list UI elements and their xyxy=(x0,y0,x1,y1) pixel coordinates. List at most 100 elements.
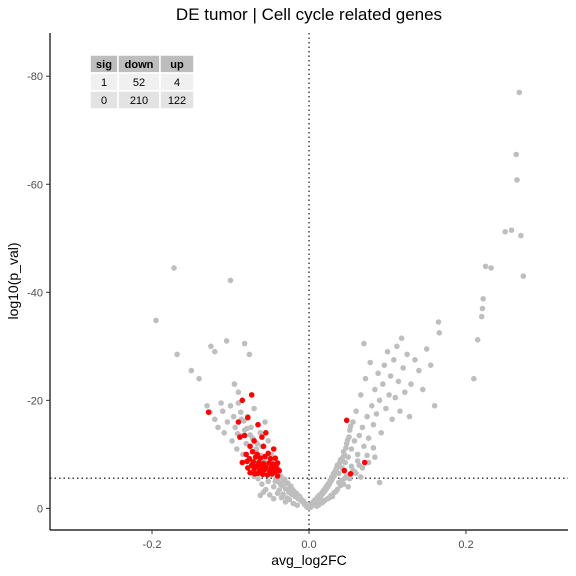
significant-gene-point xyxy=(259,434,265,440)
y-tick-label: 0 xyxy=(37,503,43,515)
gene-point xyxy=(224,419,231,425)
y-ticks: 0 -20 -40 -60 -80 xyxy=(27,71,50,515)
significant-gene-point xyxy=(257,455,264,462)
gene-point xyxy=(227,277,234,284)
chart-title: DE tumor | Cell cycle related genes xyxy=(176,5,442,24)
gene-point xyxy=(416,367,422,374)
gene-point xyxy=(280,491,286,498)
significant-gene-point xyxy=(244,458,250,465)
gene-point xyxy=(336,479,342,486)
gene-point xyxy=(474,337,481,343)
gene-point xyxy=(354,458,361,464)
significant-gene-point xyxy=(264,472,271,478)
gene-point xyxy=(479,305,486,312)
significant-gene-point xyxy=(276,467,283,474)
gene-point xyxy=(348,463,355,470)
table-row-cell: 1 xyxy=(101,77,107,89)
gene-point xyxy=(516,89,523,96)
gene-point xyxy=(364,452,370,459)
gene-point xyxy=(397,408,403,415)
gene-point xyxy=(387,373,394,379)
significant-gene-point xyxy=(245,465,251,471)
gene-point xyxy=(365,459,372,466)
significant-gene-point xyxy=(237,434,243,440)
gene-point xyxy=(478,313,485,320)
significant-gene-point xyxy=(347,471,354,477)
significance-count-table: sig down up 1 52 4 0 210 122 xyxy=(89,54,195,110)
significant-gene-point xyxy=(267,455,274,462)
gene-point xyxy=(229,438,235,444)
significant-gene-point xyxy=(252,454,259,460)
gene-point xyxy=(255,475,261,482)
y-tick-label: -60 xyxy=(27,179,43,191)
significant-gene-point xyxy=(261,467,268,473)
gene-point xyxy=(244,425,250,432)
gene-point xyxy=(381,362,388,369)
gene-point xyxy=(221,430,227,436)
gene-point xyxy=(356,462,363,469)
gene-point xyxy=(354,451,361,458)
gene-point xyxy=(361,443,367,450)
gene-point xyxy=(262,419,268,425)
gene-point xyxy=(215,424,221,431)
table-row-cell-bg xyxy=(159,90,195,110)
gene-point xyxy=(277,481,284,488)
significant-gene-point xyxy=(343,417,350,424)
gene-point xyxy=(420,386,426,393)
gene-point xyxy=(259,481,265,487)
y-tick-label: -20 xyxy=(27,395,43,407)
significant-gene-point xyxy=(341,467,348,474)
gene-point xyxy=(251,405,257,412)
gene-point xyxy=(394,343,400,350)
x-tick-label: 0.2 xyxy=(458,539,473,551)
significant-gene-point xyxy=(361,459,368,466)
gene-point xyxy=(230,413,237,420)
gene-point xyxy=(480,296,487,302)
gene-point xyxy=(171,265,177,271)
significant-gene-point xyxy=(249,448,256,455)
table-header-cell: down xyxy=(125,59,154,71)
gene-point xyxy=(329,493,336,500)
gene-point xyxy=(358,474,364,480)
gene-point xyxy=(370,445,377,451)
gene-point xyxy=(518,232,524,239)
gene-point xyxy=(400,365,407,371)
gene-point xyxy=(270,484,277,490)
gene-point xyxy=(276,487,283,493)
gene-point xyxy=(342,475,348,481)
significant-gene-point xyxy=(252,471,258,477)
gene-point xyxy=(404,351,410,358)
gene-point xyxy=(392,394,399,401)
table-row-cell: 122 xyxy=(168,95,186,107)
gene-point xyxy=(513,151,519,158)
gene-point xyxy=(346,434,352,440)
gene-point xyxy=(272,478,279,485)
significant-gene-point xyxy=(272,455,279,462)
gene-point xyxy=(423,346,430,352)
gene-point xyxy=(427,362,434,369)
gene-point xyxy=(383,405,389,412)
gene-point xyxy=(208,343,214,350)
gene-point xyxy=(380,381,386,387)
gene-point xyxy=(345,484,352,490)
gene-point xyxy=(372,386,378,393)
gene-point xyxy=(436,330,443,336)
y-axis-title: log10(p_val) xyxy=(5,242,21,319)
gene-point xyxy=(520,273,527,279)
gene-point xyxy=(267,492,273,498)
y-tick-label: -40 xyxy=(27,287,43,299)
gene-point xyxy=(384,348,391,355)
gene-point xyxy=(241,418,247,424)
gene-point xyxy=(174,351,180,358)
reference-lines xyxy=(50,33,568,530)
gene-point xyxy=(364,413,370,420)
gene-point xyxy=(402,389,408,396)
gene-point xyxy=(281,476,288,483)
gene-point xyxy=(471,375,477,382)
gene-point xyxy=(320,499,326,505)
gene-point xyxy=(406,413,413,420)
table-row-cell: 4 xyxy=(174,77,180,89)
gene-point xyxy=(408,381,414,387)
gene-point xyxy=(332,488,339,495)
gene-point xyxy=(435,319,442,325)
